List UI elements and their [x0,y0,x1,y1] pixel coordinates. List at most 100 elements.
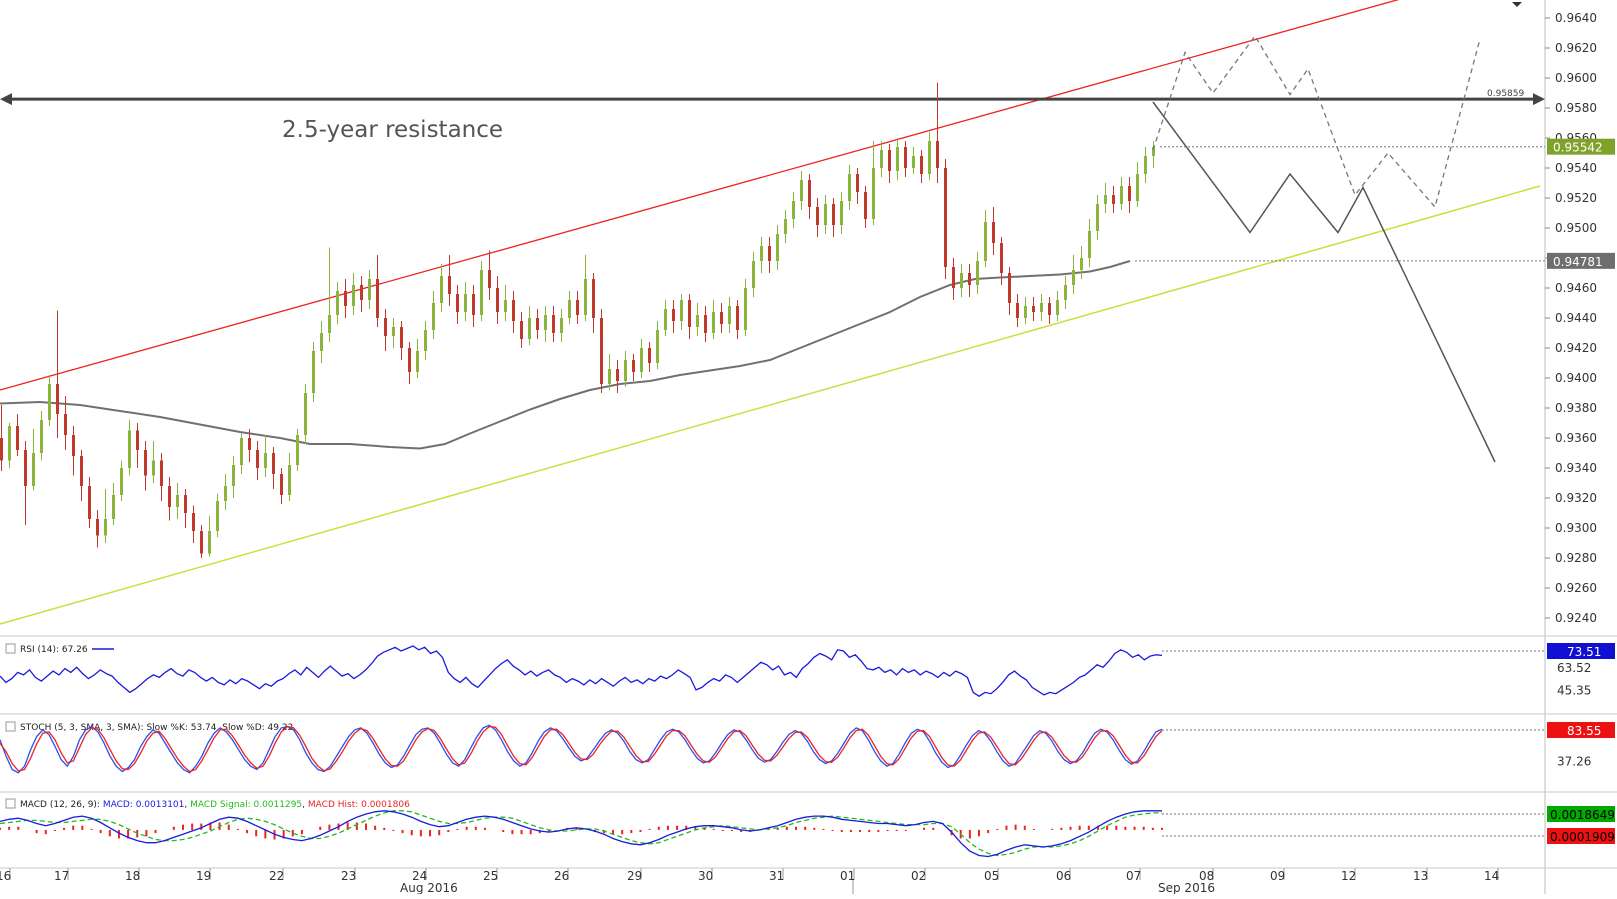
candle-down [160,460,163,486]
price-tag-box [1547,138,1615,155]
legend-toggle-icon [5,798,16,809]
price-tick-label: 0.9500 [1555,221,1597,235]
candle-down [168,486,171,507]
candle-up [752,261,755,288]
candle-up [544,315,547,330]
candle-up [176,495,179,507]
resistance-annotation: 2.5-year resistance [282,117,503,143]
candle-up [1064,285,1067,300]
candle-up [744,288,747,330]
candle-up [776,234,779,261]
candle-down [768,246,771,261]
price-tick-label: 0.9260 [1555,581,1597,595]
candle-down [272,453,275,474]
date-tick-label: 12 [1341,869,1356,883]
candle-up [440,276,443,303]
candle-up [288,465,291,495]
candle-down [16,426,19,450]
date-tick-label: 25 [483,869,498,883]
date-tick-label: 18 [125,869,140,883]
candle-down [808,180,811,207]
projection-dashed-path [1152,34,1481,209]
candle-down [184,495,187,513]
candle-up [1072,270,1075,285]
candle-down [968,273,971,285]
candle-down [704,315,707,333]
date-axis: 16 17 18 19 22 23 24 25 26 29 30 31 01 02 05 06 07 08 09 12… [0,868,1499,895]
candle-up [608,369,611,384]
date-tick-label: 31 [769,869,784,883]
candle-up [712,312,715,333]
rsi-label: RSI (14): 67.26 [20,645,88,655]
candle-up [984,222,987,261]
candle-down [1112,195,1115,204]
macd-signal-line [0,810,1162,857]
month-label: Aug 2016 [400,881,458,894]
candle-down [96,519,99,536]
candle-down [1032,306,1035,312]
candle-up [32,453,35,486]
candle-up [152,460,155,476]
candle-up [352,285,355,306]
candle-down [472,294,475,315]
candle-up [232,465,235,486]
candle-up [568,300,571,318]
date-tick-label: 26 [554,869,569,883]
macd-label-part: MACD Signal: 0.0011295 [190,800,302,810]
candle-down [720,312,723,324]
price-tick-label: 0.9320 [1555,491,1597,505]
date-tick-label: 08 [1199,869,1214,883]
candle-up [1152,147,1155,156]
date-tick-label: 02 [911,869,926,883]
candle-up [264,453,267,468]
candle-down [952,267,955,288]
price-tick-label: 0.9520 [1555,191,1597,205]
candle-up [432,303,435,330]
rsi-tick-label: 63.52 [1557,661,1591,675]
resistance-arrow-right [1533,93,1545,106]
candle-up [928,141,931,174]
candle-down [856,174,859,192]
macd-label-part: MACD (12, 26, 9): [20,800,103,810]
candle-down [384,318,387,336]
candle-up [760,246,763,261]
candle-up [312,351,315,393]
candle-down [376,279,379,318]
candle-up [792,201,795,219]
candle-up [1040,303,1043,312]
date-tick-label: 01 [840,869,855,883]
candle-up [896,147,899,171]
candle-down [24,450,27,486]
macd-hist-tag-label: 0.0001909 [1550,830,1615,844]
candle-up [1136,174,1139,201]
candle-up [680,300,683,321]
month-label: Sep 2016 [1158,881,1215,894]
date-tick-label: 30 [698,869,713,883]
candle-up [320,333,323,351]
candle-up [120,468,123,495]
candle-down [736,306,739,330]
candle-up [696,315,699,327]
stoch-tick-label: 37.26 [1557,754,1591,768]
macd-label-part: MACD: 0.0013101 [103,800,185,810]
candle-down [400,327,403,348]
candle-down [56,384,59,414]
price-tick-label: 0.9380 [1555,401,1597,415]
channel-lower-line [0,185,1541,625]
candle-down [600,318,603,384]
candle-down [88,486,91,519]
candle-up [328,315,331,333]
candle-down [72,435,75,456]
candle-up [824,204,827,225]
price-tick-label: 0.9620 [1555,41,1597,55]
candle-down [192,513,195,531]
candle-up [1144,156,1147,174]
candle-up [960,273,963,288]
macd-hist-tag-box [1547,828,1615,844]
candle-down [456,294,459,312]
candle-up [880,150,883,168]
candle-up [1056,300,1059,315]
candle-down [616,369,619,381]
candle-down [920,156,923,174]
